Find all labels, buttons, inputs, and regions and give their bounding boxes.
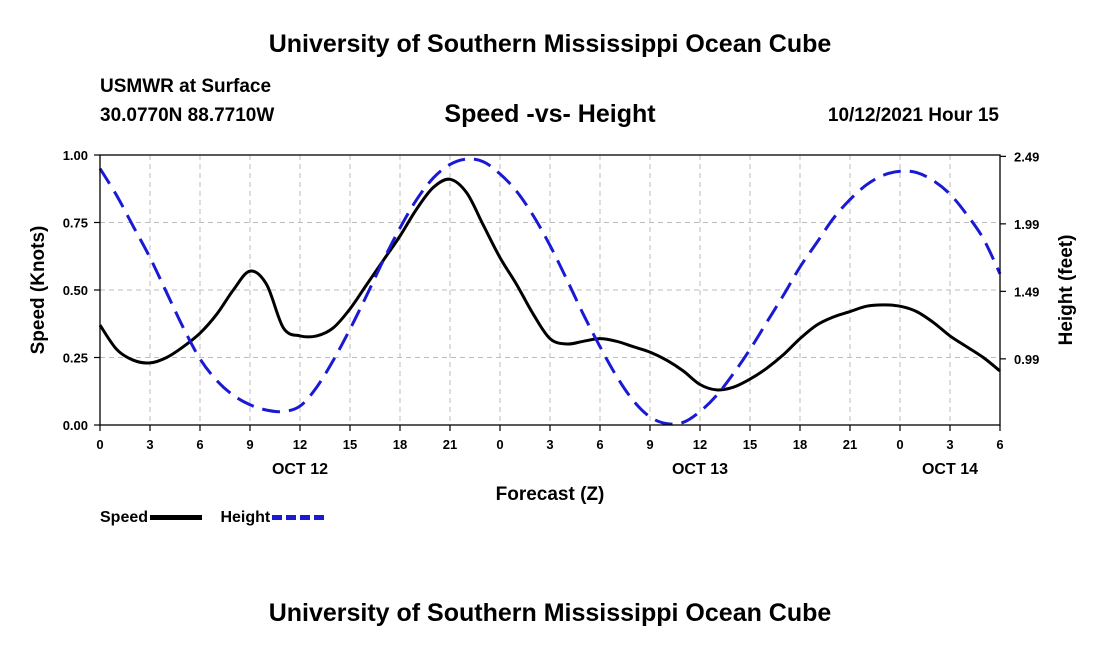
x-date-label: OCT 14 <box>922 461 978 478</box>
series-layer <box>98 157 1002 426</box>
speed-series-line <box>98 177 1001 392</box>
y2-tick-label: 0.99 <box>1014 352 1039 367</box>
x-tick-label: 9 <box>246 437 253 452</box>
chart-footer-title: University of Southern Mississippi Ocean… <box>268 599 832 627</box>
legend-item-height: Height <box>220 509 325 527</box>
x-tick-label: 0 <box>896 437 903 452</box>
station-label: USMWR at Surface <box>100 76 272 97</box>
x-tick-label: 9 <box>646 437 653 452</box>
x-tick-label: 0 <box>496 437 503 452</box>
x-tick-label: 15 <box>343 437 357 452</box>
x-tick-label: 12 <box>693 437 707 452</box>
y-tick-label: 0.50 <box>63 283 88 298</box>
y-tick-label: 0.75 <box>63 216 88 231</box>
x-tick-label: 18 <box>393 437 407 452</box>
legend: Speed Height <box>100 509 338 527</box>
x-tick-label: 3 <box>546 437 553 452</box>
legend-speed-label: Speed <box>100 509 149 526</box>
y2-tick-label: 1.99 <box>1014 217 1039 232</box>
grid-lines <box>100 155 1000 425</box>
issue-datetime: 10/12/2021 Hour 15 <box>827 105 999 126</box>
y-axis-label: Speed (Knots) <box>28 226 49 355</box>
x-tick-label: 0 <box>96 437 103 452</box>
x-tick-label: 6 <box>196 437 203 452</box>
legend-item-speed: Speed <box>100 509 203 527</box>
legend-height-label: Height <box>220 509 271 526</box>
x-tick-label: 15 <box>743 437 757 452</box>
x-tick-label: 6 <box>996 437 1003 452</box>
y-tick-label: 1.00 <box>63 148 88 163</box>
y2-axis-label: Height (feet) <box>1056 235 1077 346</box>
x-tick-label: 3 <box>946 437 953 452</box>
axis-ticks: 0 3 6 9 12 15 18 21 0 3 6 9 12 15 18 21 0 3 6 0.00 0.25 0.50 0… <box>63 148 1040 478</box>
station-coordinates: 30.0770N 88.7710W <box>100 105 275 126</box>
y-tick-label: 0.25 <box>63 351 88 366</box>
x-tick-label: 12 <box>293 437 307 452</box>
x-tick-label: 18 <box>793 437 807 452</box>
height-series-line <box>98 157 1002 426</box>
x-date-label: OCT 13 <box>672 461 728 478</box>
chart-header-title: University of Southern Mississippi Ocean… <box>268 30 832 58</box>
x-axis-label: Forecast (Z) <box>496 484 605 505</box>
x-tick-label: 6 <box>596 437 603 452</box>
chart-subtitle: Speed -vs- Height <box>444 100 656 128</box>
y-tick-label: 0.00 <box>63 418 88 433</box>
legend-speed-swatch <box>150 515 203 521</box>
y2-tick-label: 2.49 <box>1014 149 1039 164</box>
x-tick-label: 21 <box>843 437 857 452</box>
x-tick-label: 3 <box>146 437 153 452</box>
x-date-label: OCT 12 <box>272 461 328 478</box>
legend-height-swatch <box>272 515 325 521</box>
y2-tick-label: 1.49 <box>1014 284 1039 299</box>
x-tick-label: 21 <box>443 437 457 452</box>
